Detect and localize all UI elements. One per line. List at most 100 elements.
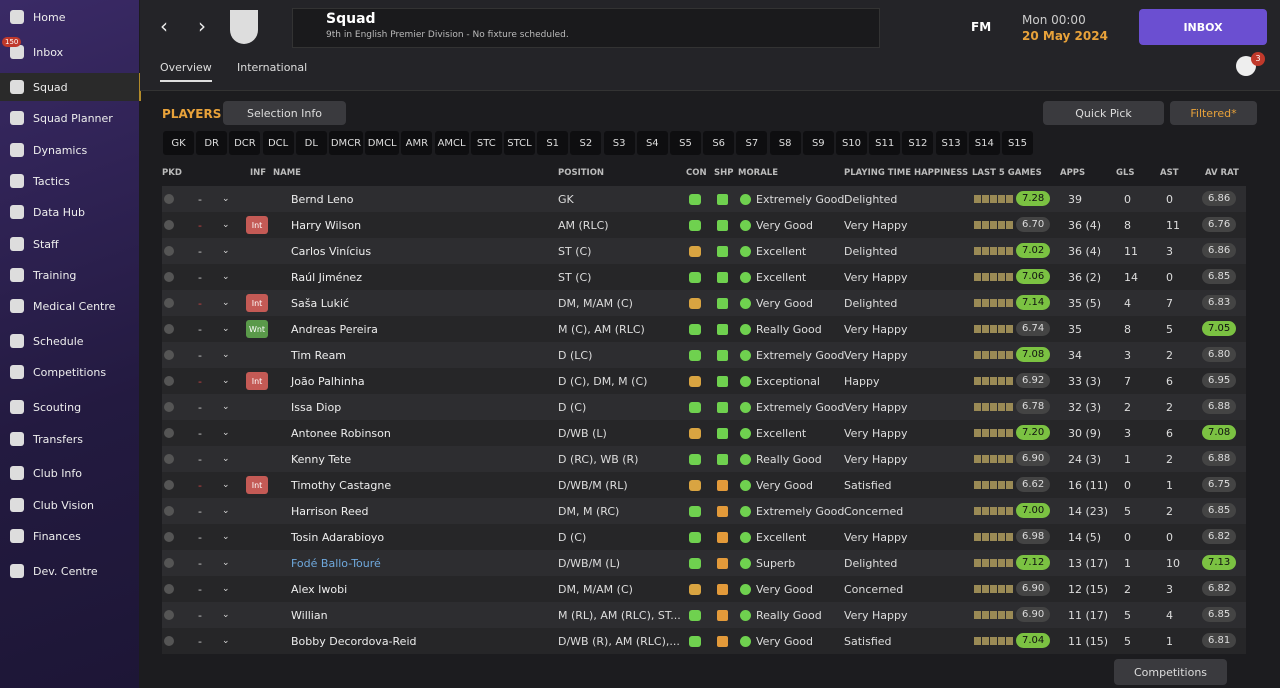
nav-item[interactable]: Tactics	[0, 167, 139, 195]
position-filter[interactable]: S4	[636, 131, 668, 155]
column-header[interactable]: GLS	[1116, 168, 1135, 178]
dropdown[interactable]: ⌄	[222, 558, 230, 568]
player-name[interactable]: Raúl Jiménez	[291, 270, 362, 284]
column-header[interactable]: INF	[250, 168, 267, 178]
column-header[interactable]: PLAYING TIME HAPPINESS	[844, 168, 969, 178]
position-filter[interactable]: S3	[603, 131, 635, 155]
position-filter[interactable]: STCL	[504, 131, 535, 155]
column-header[interactable]: AV RAT	[1205, 168, 1239, 178]
inbox-button[interactable]: INBOX	[1139, 9, 1267, 45]
dropdown[interactable]: ⌄	[222, 194, 230, 204]
nav-item[interactable]: Competitions	[0, 358, 139, 386]
position-filter[interactable]: DCL	[262, 131, 294, 155]
dropdown[interactable]: ⌄	[222, 272, 230, 282]
position-filter[interactable]: S15	[1002, 131, 1033, 155]
player-row[interactable]: - ⌄ Int Harry Wilson AM (RLC) Very Good Very H…	[162, 212, 1246, 238]
player-row[interactable]: - ⌄ Bobby Decordova-Reid D/WB (R), AM (RLC)…	[162, 628, 1246, 654]
player-name[interactable]: Antonee Robinson	[291, 426, 391, 440]
position-filter[interactable]: S2	[570, 131, 602, 155]
filter[interactable]: Filtered*	[1170, 101, 1257, 125]
dropdown[interactable]: ⌄	[222, 428, 230, 438]
nav-item[interactable]: Club Info	[0, 459, 139, 487]
player-row[interactable]: - ⌄ Fodé Ballo-Touré D/WB/M (L) Superb Deligh…	[162, 550, 1246, 576]
nav-item[interactable]: Scouting	[0, 393, 139, 421]
position-filter[interactable]: S1	[537, 131, 569, 155]
player-name[interactable]: Carlos Vinícius	[291, 244, 372, 258]
forward-button[interactable]: ›	[198, 14, 206, 38]
position-filter[interactable]: AMCL	[434, 131, 469, 155]
position-filter[interactable]: S13	[935, 131, 967, 155]
player-row[interactable]: - ⌄ Issa Diop D (C) Extremely Good Very Happy…	[162, 394, 1246, 420]
nav-item[interactable]: Dynamics	[0, 136, 139, 164]
player-row[interactable]: - ⌄ Antonee Robinson D/WB (L) Excellent Very …	[162, 420, 1246, 446]
position-filter[interactable]: DMCR	[329, 131, 363, 155]
position-filter[interactable]: DCR	[229, 131, 261, 155]
fm-logo[interactable]: FM	[971, 20, 992, 34]
nav-item[interactable]: Squad Planner	[0, 104, 139, 132]
column-header[interactable]: SHP	[714, 168, 734, 178]
player-row[interactable]: - ⌄ Tim Ream D (LC) Extremely Good Very Happy…	[162, 342, 1246, 368]
dropdown[interactable]: ⌄	[222, 298, 230, 308]
dropdown[interactable]: ⌄	[222, 506, 230, 516]
tab[interactable]: Overview	[160, 61, 212, 82]
nav-item[interactable]: Club Vision	[0, 491, 139, 519]
column-header[interactable]: PKD	[162, 168, 182, 178]
player-name[interactable]: Alex Iwobi	[291, 582, 348, 596]
nav-item[interactable]: Medical Centre	[0, 292, 139, 320]
player-name[interactable]: Saša Lukić	[291, 296, 350, 310]
position-filter[interactable]: S5	[670, 131, 701, 155]
player-name[interactable]: Harrison Reed	[291, 504, 369, 518]
nav-item[interactable]: Squad	[0, 73, 141, 101]
column-header[interactable]: CON	[686, 168, 707, 178]
player-row[interactable]: - ⌄ Int João Palhinha D (C), DM, M (C) Except…	[162, 368, 1246, 394]
player-row[interactable]: - ⌄ Int Saša Lukić DM, M/AM (C) Very Good Deli…	[162, 290, 1246, 316]
position-filter[interactable]: DL	[295, 131, 327, 155]
position-filter[interactable]: DR	[196, 131, 228, 155]
player-name[interactable]: Issa Diop	[291, 400, 342, 414]
position-filter[interactable]: S8	[769, 131, 801, 155]
dropdown[interactable]: ⌄	[222, 532, 230, 542]
back-button[interactable]: ‹	[160, 14, 168, 38]
player-name[interactable]: Fodé Ballo-Touré	[291, 556, 381, 570]
dropdown[interactable]: ⌄	[222, 324, 230, 334]
dropdown[interactable]: ⌄	[222, 584, 230, 594]
player-name[interactable]: Andreas Pereira	[291, 322, 378, 336]
nav-item[interactable]: Schedule	[0, 327, 139, 355]
nav-item[interactable]: Data Hub	[0, 198, 139, 226]
nav-item[interactable]: Dev. Centre	[0, 557, 139, 585]
player-row[interactable]: - ⌄ Bernd Leno GK Extremely Good Delighted 7.2…	[162, 186, 1246, 212]
search-box[interactable]	[292, 8, 880, 48]
column-header[interactable]: MORALE	[738, 168, 779, 178]
player-name[interactable]: Kenny Tete	[291, 452, 352, 466]
dropdown[interactable]: ⌄	[222, 480, 230, 490]
competitions-button[interactable]: Competitions	[1114, 659, 1227, 685]
player-row[interactable]: - ⌄ Alex Iwobi DM, M/AM (C) Very Good Concern…	[162, 576, 1246, 602]
position-filter[interactable]: DMCL	[365, 131, 400, 155]
position-filter[interactable]: S9	[802, 131, 834, 155]
position-filter[interactable]: S7	[736, 131, 768, 155]
quick-pick[interactable]: Quick Pick	[1043, 101, 1164, 125]
dropdown[interactable]: ⌄	[222, 220, 230, 230]
player-name[interactable]: Tosin Adarabioyo	[291, 530, 385, 544]
nav-item[interactable]: Finances	[0, 522, 139, 550]
position-filter[interactable]: GK	[163, 131, 194, 155]
position-filter[interactable]: S6	[703, 131, 735, 155]
dropdown[interactable]: ⌄	[222, 350, 230, 360]
player-row[interactable]: - ⌄ Willian M (RL), AM (RLC), ST... Really G…	[162, 602, 1246, 628]
dropdown[interactable]: ⌄	[222, 402, 230, 412]
player-row[interactable]: - ⌄ Harrison Reed DM, M (RC) Extremely Good C…	[162, 498, 1246, 524]
player-name[interactable]: Willian	[291, 608, 328, 622]
club-badge[interactable]	[230, 10, 258, 44]
column-header[interactable]: AST	[1160, 168, 1179, 178]
player-name[interactable]: Tim Ream	[291, 348, 347, 362]
player-row[interactable]: - ⌄ Tosin Adarabioyo D (C) Excellent Very Hap…	[162, 524, 1246, 550]
dropdown[interactable]: ⌄	[222, 246, 230, 256]
dropdown[interactable]: ⌄	[222, 454, 230, 464]
player-row[interactable]: - ⌄ Wnt Andreas Pereira M (C), AM (RLC) Reall…	[162, 316, 1246, 342]
player-row[interactable]: - ⌄ Int Timothy Castagne D/WB/M (RL) Very Goo…	[162, 472, 1246, 498]
player-row[interactable]: - ⌄ Raúl Jiménez ST (C) Excellent Very Happy 7…	[162, 264, 1246, 290]
position-filter[interactable]: S10	[836, 131, 867, 155]
position-filter[interactable]: AMR	[401, 131, 433, 155]
selection-info[interactable]: Selection Info	[223, 101, 346, 125]
column-header[interactable]: NAME	[273, 168, 301, 178]
